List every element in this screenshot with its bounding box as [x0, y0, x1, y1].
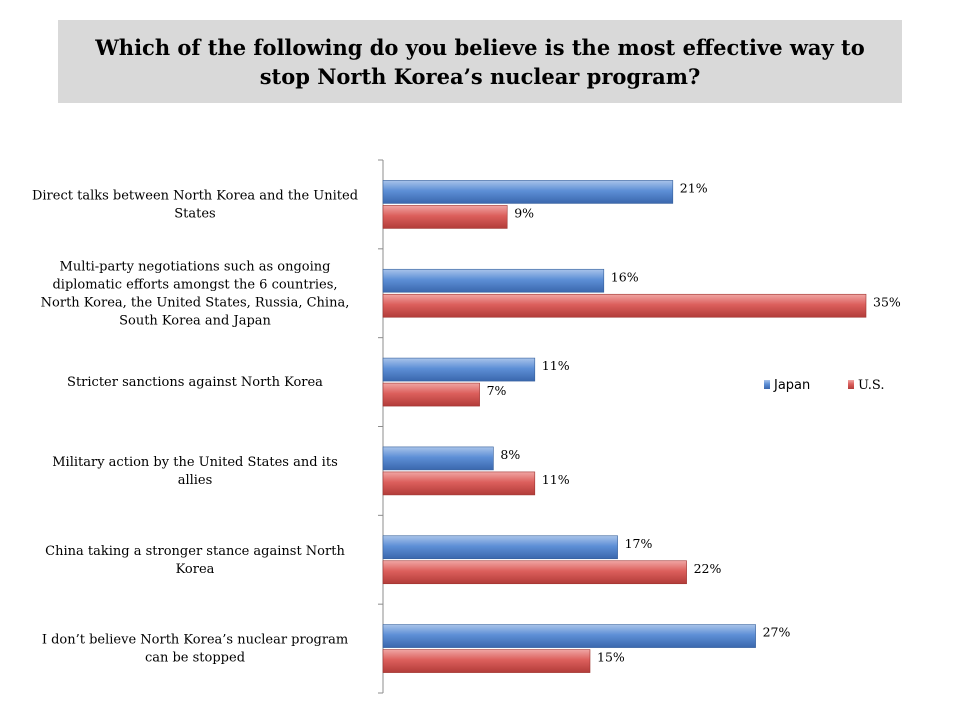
bar-japan-4 [382, 446, 494, 471]
title-box: Which of the following do you believe is… [58, 20, 902, 103]
bar-japan-1 [382, 180, 674, 204]
bar-us-4 [382, 471, 536, 496]
legend-swatch-us [848, 380, 854, 389]
legend-label-japan: Japan [773, 378, 810, 393]
bar-us-3 [382, 382, 480, 407]
data-label-japan-4: 8% [500, 447, 520, 462]
category-label-4: Military action by the United States and… [52, 455, 338, 488]
data-label-japan-2: 16% [611, 269, 639, 284]
chart-title: Which of the following do you believe is… [95, 34, 865, 89]
bar-us-5 [382, 560, 687, 585]
legend-label-us: U.S. [858, 378, 884, 393]
data-label-japan-3: 11% [542, 358, 570, 373]
data-label-us-2: 35% [873, 294, 901, 309]
data-label-us-3: 7% [487, 383, 507, 398]
category-label-1: Direct talks between North Korea and the… [32, 188, 358, 221]
bar-us-6 [382, 649, 591, 673]
bar-us-2 [382, 293, 867, 318]
data-label-us-6: 15% [597, 650, 625, 665]
category-label-3: Stricter sanctions against North Korea [67, 375, 323, 390]
category-label-6: I don’t believe North Korea’s nuclear pr… [42, 633, 348, 666]
data-label-us-1: 9% [514, 205, 534, 220]
data-label-us-5: 22% [694, 561, 722, 576]
data-label-us-4: 11% [542, 472, 570, 487]
data-label-japan-1: 21% [680, 180, 708, 195]
category-label-2: Multi-party negotiations such as ongoing… [41, 259, 350, 328]
category-label-5: China taking a stronger stance against N… [45, 544, 345, 577]
legend-swatch-japan [764, 380, 770, 389]
bar-japan-5 [382, 535, 618, 560]
bar-japan-6 [382, 624, 756, 648]
bar-japan-2 [382, 268, 605, 293]
data-label-japan-5: 17% [625, 536, 653, 551]
bar-japan-3 [382, 357, 536, 382]
bar-us-1 [382, 205, 508, 229]
data-label-japan-6: 27% [763, 625, 791, 640]
